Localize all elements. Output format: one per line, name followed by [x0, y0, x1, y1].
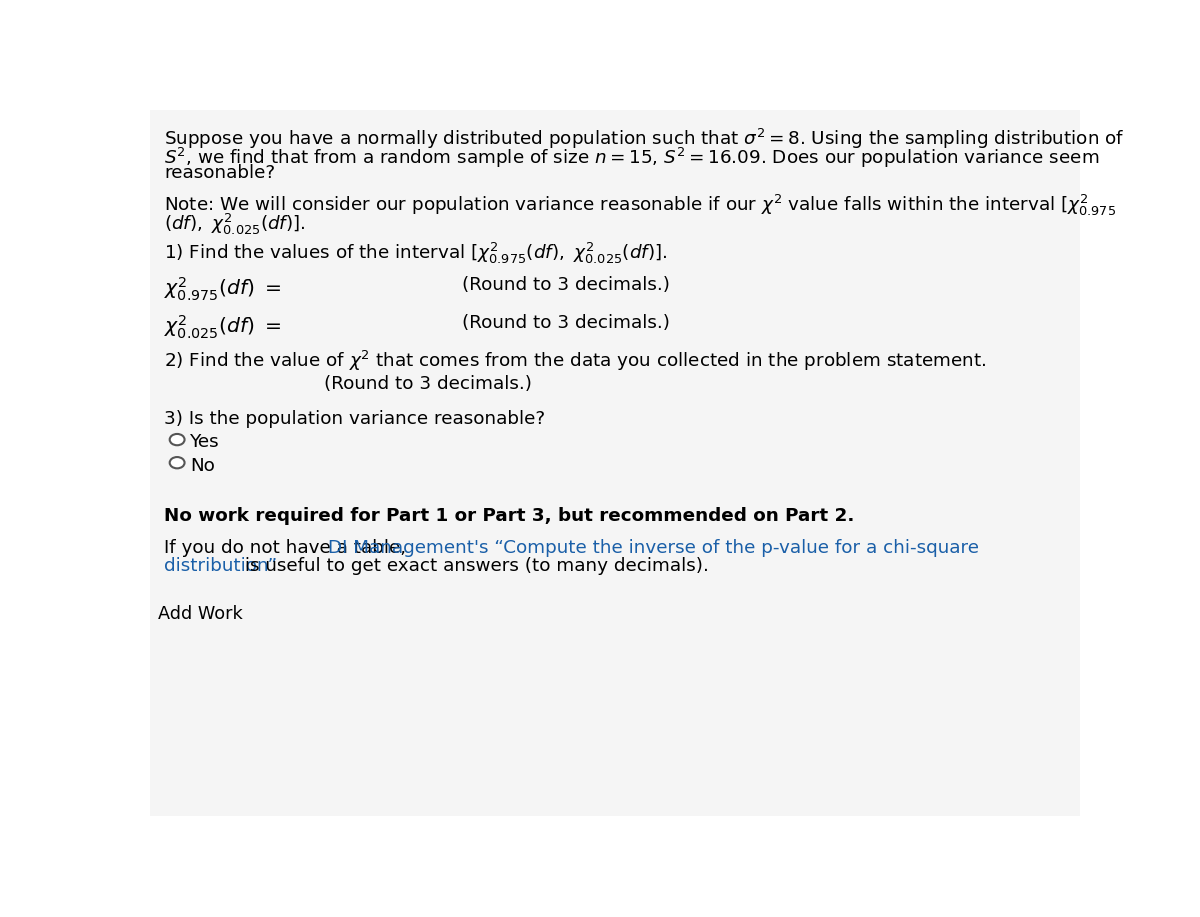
Text: $\chi^2_{0.025}(df)\ =$: $\chi^2_{0.025}(df)\ =$ [164, 315, 282, 341]
Text: $S^2$, we find that from a random sample of size $n = 15$, $S^2 = 16.09$. Does o: $S^2$, we find that from a random sample… [164, 146, 1099, 170]
Circle shape [169, 457, 185, 469]
FancyBboxPatch shape [301, 264, 452, 289]
Text: No: No [191, 457, 215, 474]
Text: $(df),\ \chi^2_{0.025}(df)].$: $(df),\ \chi^2_{0.025}(df)].$ [164, 212, 306, 237]
Text: is useful to get exact answers (to many decimals).: is useful to get exact answers (to many … [239, 558, 709, 575]
Text: Suppose you have a normally distributed population such that $\sigma^2 = 8$. Usi: Suppose you have a normally distributed … [164, 127, 1124, 151]
Text: DI Management's “Compute the inverse of the p-value for a chi-square: DI Management's “Compute the inverse of … [329, 539, 979, 557]
Text: 1) Find the values of the interval $[\chi^2_{0.975}(df),\ \chi^2_{0.025}(df)].$: 1) Find the values of the interval $[\ch… [164, 241, 667, 266]
FancyBboxPatch shape [301, 303, 452, 327]
Text: Add Work: Add Work [158, 605, 244, 624]
Text: No work required for Part 1 or Part 3, but recommended on Part 2.: No work required for Part 1 or Part 3, b… [164, 506, 854, 525]
FancyBboxPatch shape [164, 362, 316, 387]
Text: distribution”: distribution” [164, 558, 277, 575]
Text: 2) Find the value of $\chi^2$ that comes from the data you collected in the prob: 2) Find the value of $\chi^2$ that comes… [164, 348, 986, 373]
Text: reasonable?: reasonable? [164, 164, 275, 182]
Text: Yes: Yes [191, 434, 220, 451]
Text: Note: We will consider our population variance reasonable if our $\chi^2$ value : Note: We will consider our population va… [164, 193, 1116, 218]
Text: $\chi^2_{0.975}(df)\ =$: $\chi^2_{0.975}(df)\ =$ [164, 276, 282, 303]
Text: (Round to 3 decimals.): (Round to 3 decimals.) [462, 315, 670, 332]
Text: (Round to 3 decimals.): (Round to 3 decimals.) [462, 276, 670, 293]
Text: If you do not have a table,: If you do not have a table, [164, 539, 412, 557]
Circle shape [169, 434, 185, 446]
Text: (Round to 3 decimals.): (Round to 3 decimals.) [324, 375, 533, 392]
Text: 3) Is the population variance reasonable?: 3) Is the population variance reasonable… [164, 410, 545, 428]
